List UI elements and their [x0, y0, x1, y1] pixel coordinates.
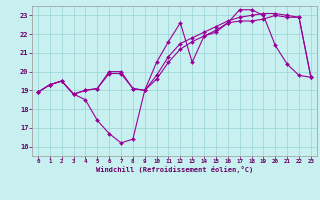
X-axis label: Windchill (Refroidissement éolien,°C): Windchill (Refroidissement éolien,°C): [96, 166, 253, 173]
